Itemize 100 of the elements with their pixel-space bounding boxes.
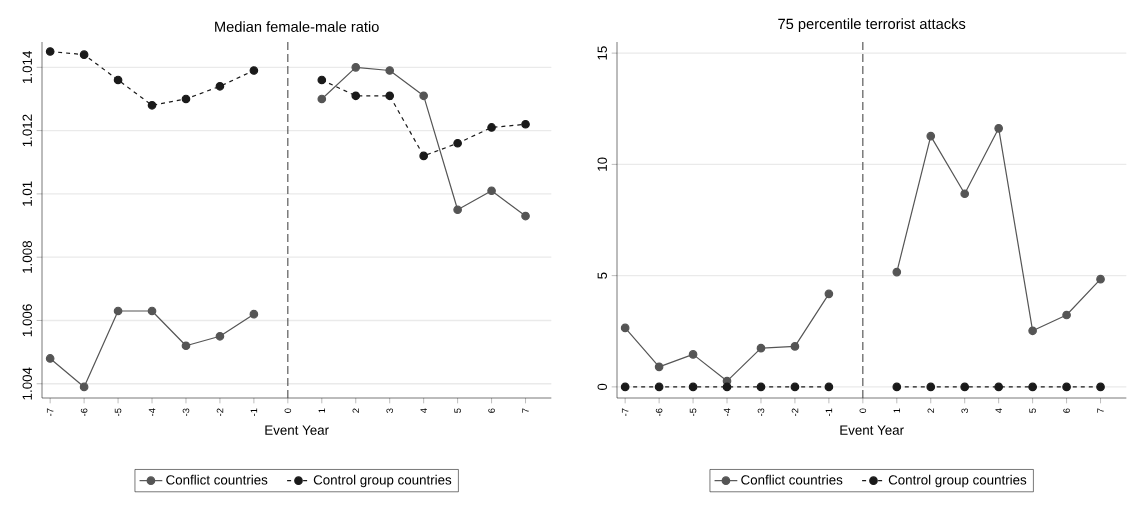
y-tick-label: 5	[597, 272, 607, 279]
y-tick-label: 1.01	[22, 181, 32, 206]
y-tick-label: 10	[597, 157, 607, 171]
x-tick-label: -6	[655, 408, 663, 416]
point	[249, 309, 259, 319]
x-tick-label: 4	[420, 408, 427, 414]
point	[688, 350, 698, 359]
point	[453, 138, 462, 148]
point	[419, 91, 428, 101]
point	[756, 382, 766, 392]
legend-label: Conflict countries	[166, 474, 268, 485]
point	[960, 382, 970, 392]
point	[79, 382, 89, 392]
point	[45, 354, 55, 363]
point	[249, 66, 259, 75]
legend-label: Control group countries	[313, 474, 452, 488]
point	[926, 382, 936, 392]
point	[960, 189, 970, 199]
point	[1096, 274, 1105, 284]
point	[521, 119, 530, 129]
point	[45, 47, 55, 56]
point	[79, 50, 89, 59]
point	[113, 75, 123, 85]
legend-label: Control group countries	[888, 474, 1027, 488]
point	[892, 382, 902, 392]
point	[487, 123, 496, 132]
y-tick-label: 1.004	[22, 367, 32, 400]
point	[1096, 382, 1105, 392]
point	[147, 100, 157, 110]
point	[688, 382, 698, 392]
point	[215, 331, 225, 341]
point	[1028, 382, 1037, 392]
point	[351, 91, 361, 101]
x-tick-label: 5	[454, 408, 461, 413]
point	[351, 62, 361, 72]
x-tick-label: -5	[114, 408, 122, 416]
point	[654, 382, 664, 392]
x-tick-label: -6	[80, 408, 88, 416]
point	[824, 289, 834, 299]
x-tick-label: 3	[386, 408, 394, 413]
y-tick-label: 1.014	[22, 51, 32, 83]
point	[181, 94, 191, 104]
point	[654, 362, 664, 372]
x-tick-label: -3	[757, 408, 765, 416]
x-tick-label: 4	[995, 408, 1002, 414]
chart-title: 75 percentile terrorist attacks	[778, 18, 966, 32]
point	[620, 323, 630, 333]
x-tick-label: -1	[825, 408, 833, 416]
x-tick-label: -4	[723, 408, 731, 416]
x-tick-label: -5	[689, 408, 697, 416]
point	[722, 382, 732, 392]
point	[892, 267, 902, 277]
point	[521, 211, 530, 221]
x-tick-label: 1	[318, 408, 326, 413]
chart-title: Median female-male ratio	[215, 21, 379, 32]
y-tick-label: 1.012	[22, 114, 32, 147]
x-tick-label: 0	[284, 408, 292, 413]
x-tick-label: -7	[46, 408, 54, 416]
point	[620, 382, 630, 392]
x-tick-label: 0	[859, 408, 867, 413]
point	[926, 131, 936, 141]
x-tick-label: 3	[961, 408, 969, 413]
point	[994, 382, 1003, 392]
point	[113, 306, 123, 316]
x-tick-label: 1	[893, 408, 901, 413]
point	[790, 342, 800, 351]
point	[994, 124, 1003, 133]
point	[317, 94, 327, 104]
x-axis-title: Event Year	[840, 425, 904, 435]
x-tick-label: 7	[522, 408, 529, 413]
x-tick-label: 5	[1029, 408, 1036, 413]
y-tick-label: 1.008	[22, 241, 32, 273]
x-tick-label: 6	[1063, 408, 1070, 413]
point	[487, 186, 496, 196]
point	[215, 81, 225, 91]
x-tick-label: -3	[182, 408, 190, 416]
point	[1062, 382, 1071, 392]
point	[453, 205, 462, 215]
point	[385, 91, 395, 101]
x-tick-label: -2	[216, 408, 224, 416]
point	[317, 75, 327, 85]
x-tick-label: -4	[148, 408, 156, 416]
point	[181, 341, 191, 351]
legend-label: Conflict countries	[741, 474, 843, 485]
point	[756, 343, 766, 353]
y-tick-label: 15	[597, 46, 607, 60]
point	[385, 66, 395, 75]
x-axis-title: Event Year	[265, 425, 329, 435]
y-tick-label: 1.006	[22, 304, 32, 337]
x-tick-label: 2	[927, 408, 935, 413]
point	[419, 151, 428, 161]
x-tick-label: 6	[488, 408, 495, 413]
x-tick-label: 2	[352, 408, 360, 413]
point	[824, 382, 834, 392]
x-tick-label: -1	[250, 408, 258, 416]
x-tick-label: -2	[791, 408, 799, 416]
point	[790, 382, 800, 392]
point	[1028, 326, 1037, 336]
point	[1062, 310, 1071, 320]
y-tick-label: 0	[597, 383, 607, 391]
